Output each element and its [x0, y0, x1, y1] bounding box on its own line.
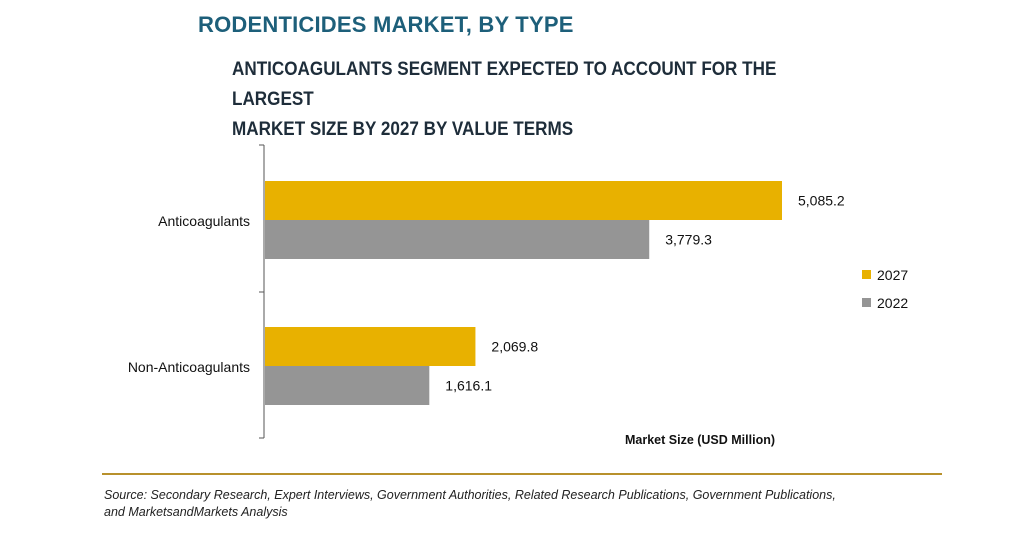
chart-subtitle: ANTICOAGULANTS SEGMENT EXPECTED TO ACCOU…	[232, 55, 862, 145]
chart-title: RODENTICIDES MARKET, BY TYPE	[198, 12, 574, 37]
bar-non-anticoagulants-2027	[265, 327, 476, 366]
subtitle-line-1: ANTICOAGULANTS SEGMENT EXPECTED TO ACCOU…	[232, 59, 777, 110]
x-axis-title: Market Size (USD Million)	[625, 433, 775, 447]
bar-non-anticoagulants-2022	[265, 366, 430, 405]
category-label-non-anticoagulants: Non-Anticoagulants	[128, 359, 250, 375]
legend-swatch-2022	[862, 298, 871, 307]
source-note: Source: Secondary Research, Expert Inter…	[104, 487, 944, 521]
legend-label-2027: 2027	[877, 267, 908, 283]
data-label-anticoagulants-2022: 3,779.3	[665, 232, 712, 248]
source-line-2: and MarketsandMarkets Analysis	[104, 505, 288, 519]
bar-anticoagulants-2027	[265, 181, 782, 220]
footer-divider	[102, 473, 942, 475]
subtitle-line-2: MARKET SIZE BY 2027 BY VALUE TERMS	[232, 119, 574, 140]
category-label-anticoagulants: Anticoagulants	[158, 213, 250, 229]
data-label-non-anticoagulants-2027: 2,069.8	[491, 339, 538, 355]
legend-swatch-2027	[862, 270, 871, 279]
bar-anticoagulants-2022	[265, 220, 650, 259]
data-label-anticoagulants-2027: 5,085.2	[798, 193, 845, 209]
legend-label-2022: 2022	[877, 295, 908, 311]
source-line-1: Source: Secondary Research, Expert Inter…	[104, 488, 836, 502]
data-label-non-anticoagulants-2022: 1,616.1	[445, 378, 492, 394]
